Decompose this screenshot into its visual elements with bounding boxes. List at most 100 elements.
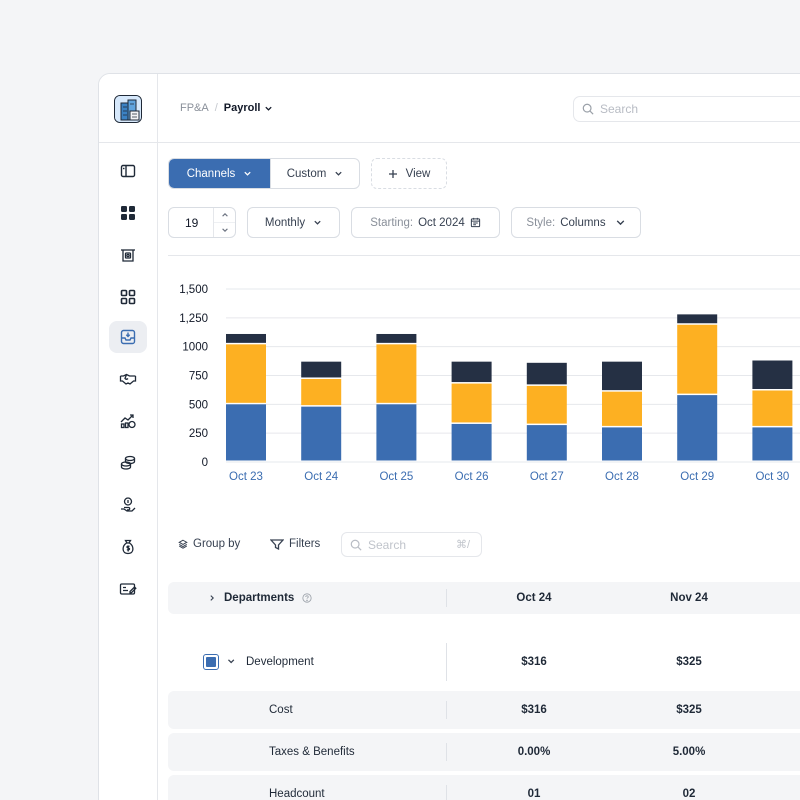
bar-segment bbox=[301, 406, 342, 461]
column-divider bbox=[446, 643, 447, 681]
stacked-bar-chart: 1,500 1,250 1000 750 500 250 0 Oct 23 Oct 24 Oct … bbox=[179, 284, 800, 483]
bar-segment bbox=[226, 344, 266, 403]
column-header-nov-24[interactable]: Nov 24 bbox=[670, 592, 708, 604]
breadcrumb-current-label: Payroll bbox=[223, 102, 261, 114]
table-row-cost[interactable]: Cost $316 $325 bbox=[168, 691, 800, 729]
table-search[interactable]: ⌘/ bbox=[341, 532, 482, 557]
starting-value: Oct 2024 bbox=[418, 216, 465, 229]
add-view-label: View bbox=[405, 167, 431, 180]
development-color-checkbox[interactable] bbox=[203, 654, 219, 670]
tab-custom[interactable]: Custom bbox=[270, 159, 359, 188]
coins-stack-icon[interactable] bbox=[109, 447, 147, 479]
layers-icon bbox=[178, 539, 188, 549]
count-value[interactable]: 19 bbox=[169, 208, 214, 237]
main-content: FP&A / Payroll Channels Custom bbox=[158, 74, 800, 800]
column-divider bbox=[446, 701, 447, 719]
breadcrumb-current[interactable]: Payroll bbox=[224, 102, 274, 114]
bar-segment bbox=[301, 378, 342, 406]
bar-segment bbox=[376, 404, 417, 461]
filters-label: Filters bbox=[289, 538, 321, 550]
calendar-icon bbox=[470, 217, 480, 228]
sidebar-toggle-icon[interactable] bbox=[109, 155, 147, 187]
stepper-arrows bbox=[214, 208, 235, 237]
bar-segment bbox=[752, 360, 793, 389]
period-select[interactable]: Monthly bbox=[247, 207, 340, 238]
plus-icon bbox=[388, 169, 397, 178]
money-bag-icon[interactable] bbox=[109, 531, 147, 563]
table-search-input[interactable] bbox=[368, 537, 450, 552]
help-icon[interactable] bbox=[302, 593, 312, 603]
search-icon bbox=[350, 539, 362, 551]
apps-grid-icon[interactable] bbox=[109, 281, 147, 313]
x-tick-label: Oct 23 bbox=[229, 471, 263, 483]
departments-header[interactable]: Departments bbox=[208, 582, 312, 614]
y-tick-label: 250 bbox=[189, 428, 208, 440]
headcount-nov-24: 02 bbox=[682, 788, 696, 800]
chevron-right-icon bbox=[210, 595, 214, 601]
tab-channels[interactable]: Channels bbox=[169, 159, 270, 188]
y-tick-label: 1000 bbox=[182, 342, 208, 354]
cost-oct-24: $316 bbox=[521, 704, 547, 716]
x-tick-label: Oct 29 bbox=[680, 471, 714, 483]
filters-button[interactable]: Filters bbox=[270, 533, 320, 555]
decrement-button[interactable] bbox=[214, 223, 235, 237]
breadcrumb: FP&A / Payroll bbox=[180, 102, 273, 114]
y-tick-label: 1,250 bbox=[179, 313, 208, 325]
hand-coin-icon[interactable] bbox=[109, 489, 147, 521]
section-divider bbox=[168, 255, 800, 256]
chevron-down-icon[interactable] bbox=[228, 658, 237, 667]
tab-channels-label: Channels bbox=[186, 167, 236, 180]
filter-icon bbox=[270, 538, 284, 550]
headcount-oct-24: 01 bbox=[527, 788, 541, 800]
column-header-oct-24[interactable]: Oct 24 bbox=[516, 592, 552, 604]
starting-date-picker[interactable]: Starting: Oct 2024 bbox=[351, 207, 500, 238]
style-select[interactable]: Style: Columns bbox=[511, 207, 641, 238]
headcount-label: Headcount bbox=[269, 788, 325, 800]
dashboard-grid-icon[interactable] bbox=[109, 197, 147, 229]
table-row-development[interactable]: Development $316 $325 bbox=[168, 643, 800, 681]
taxes-benefits-oct-24: 0.00% bbox=[517, 746, 551, 758]
table-header-row: Departments Oct 24 Nov 24 bbox=[168, 582, 800, 614]
taxes-benefits-nov-24: 5.00% bbox=[672, 746, 706, 758]
tab-custom-label: Custom bbox=[286, 167, 327, 180]
bar-segment bbox=[677, 395, 718, 461]
development-nov-24: $325 bbox=[676, 656, 702, 668]
add-view-button[interactable]: View bbox=[371, 158, 447, 189]
company-logo[interactable] bbox=[114, 95, 142, 123]
global-search[interactable] bbox=[573, 96, 800, 122]
bar-segment bbox=[451, 423, 492, 461]
group-by-label: Group by bbox=[193, 538, 241, 550]
growth-chart-icon[interactable] bbox=[109, 405, 147, 437]
top-bar: FP&A / Payroll bbox=[158, 74, 800, 143]
cost-nov-24: $325 bbox=[676, 704, 702, 716]
style-value: Columns bbox=[560, 216, 606, 229]
period-value: Monthly bbox=[264, 216, 306, 229]
handshake-icon[interactable] bbox=[109, 363, 147, 395]
group-by-button[interactable]: Group by bbox=[178, 533, 240, 555]
bar-segment bbox=[451, 383, 492, 423]
x-tick-label: Oct 28 bbox=[605, 471, 639, 483]
bar-segment bbox=[376, 344, 417, 403]
count-stepper[interactable]: 19 bbox=[168, 207, 236, 238]
x-tick-label: Oct 25 bbox=[379, 471, 413, 483]
payroll-inbox-icon[interactable] bbox=[109, 321, 147, 353]
sidebar bbox=[99, 74, 158, 800]
x-tick-label: Oct 30 bbox=[755, 471, 789, 483]
column-divider bbox=[446, 743, 447, 761]
table-row-headcount[interactable]: Headcount 01 02 bbox=[168, 775, 800, 800]
table-row-taxes-benefits[interactable]: Taxes & Benefits 0.00% 5.00% bbox=[168, 733, 800, 771]
x-tick-label: Oct 24 bbox=[304, 471, 338, 483]
increment-button[interactable] bbox=[214, 208, 235, 223]
column-divider bbox=[446, 589, 447, 607]
check-edit-icon[interactable] bbox=[109, 573, 147, 605]
bar-segment bbox=[526, 425, 567, 461]
breadcrumb-root[interactable]: FP&A bbox=[180, 102, 209, 114]
chevron-down-icon bbox=[335, 171, 342, 176]
bar-segment bbox=[526, 362, 567, 385]
bar-segment bbox=[677, 324, 718, 394]
search-input[interactable] bbox=[600, 102, 800, 116]
bar-segment bbox=[602, 361, 642, 391]
development-oct-24: $316 bbox=[521, 656, 547, 668]
atm-cash-icon[interactable] bbox=[109, 239, 147, 271]
view-tabs: Channels Custom bbox=[168, 158, 360, 189]
